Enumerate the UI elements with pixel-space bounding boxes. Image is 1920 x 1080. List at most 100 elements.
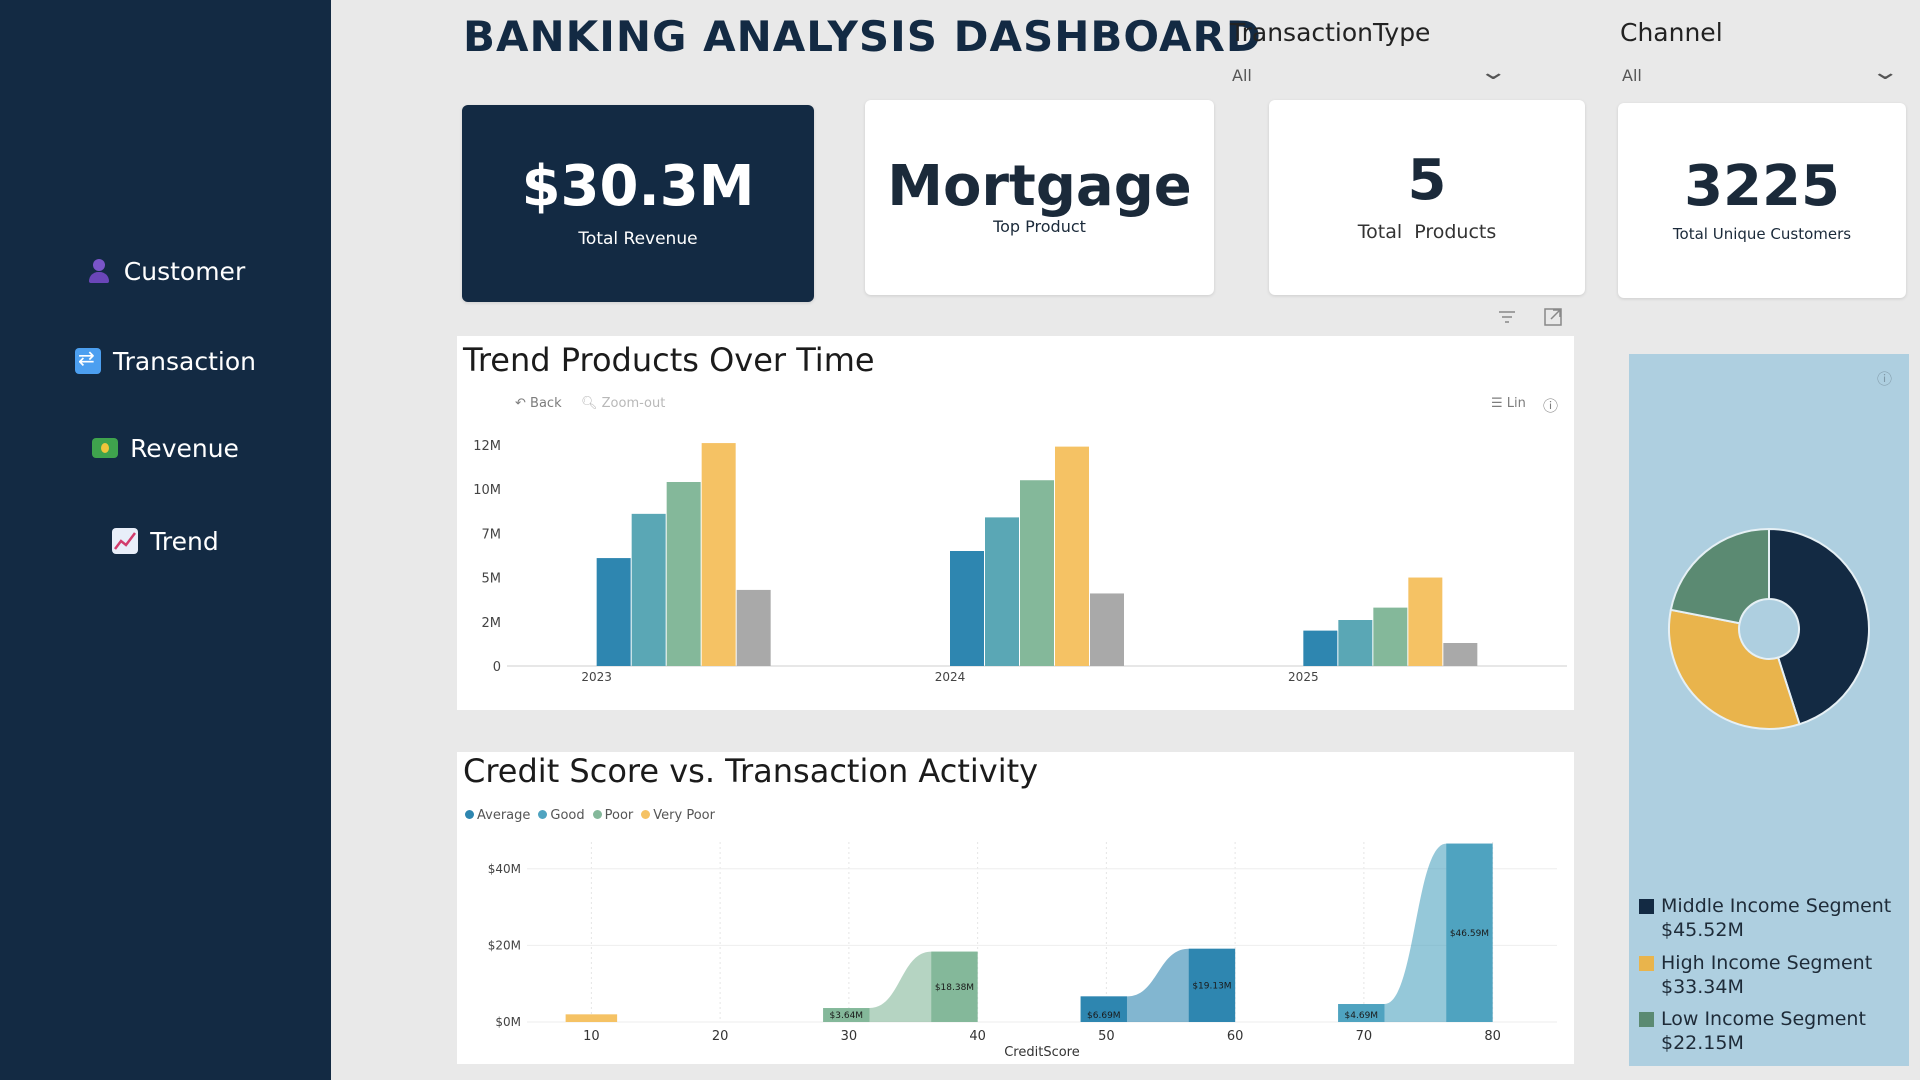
chevron-down-icon[interactable]: ⌄	[1478, 60, 1508, 85]
kpi-customers-label: Total Unique Customers	[1672, 224, 1852, 243]
legend-item: Poor	[592, 808, 633, 823]
nav-transaction[interactable]: Transaction	[0, 336, 331, 386]
data-label: $46.59M	[1450, 929, 1489, 939]
legend-name: Middle Income Segment	[1661, 895, 1892, 917]
nav-revenue[interactable]: Revenue	[0, 423, 331, 473]
bar	[1020, 480, 1054, 666]
nav-trend[interactable]: Trend	[0, 516, 331, 566]
kpi-revenue-label: Total Revenue	[578, 228, 698, 249]
y-tick-label: 12M	[473, 439, 501, 454]
x-tick-label: 70	[1356, 1029, 1373, 1044]
channel-slicer[interactable]: Channel All ⌄	[1620, 18, 1900, 88]
filter-icon[interactable]	[1489, 299, 1525, 335]
nav-customer[interactable]: Customer	[0, 246, 331, 296]
transaction-type-label: TransactionType	[1230, 18, 1431, 47]
help-icon[interactable]: ⓘ	[1877, 370, 1893, 388]
area-block-start	[1080, 996, 1127, 1022]
trend-products-panel: Trend Products Over Time ↶ Back 🔍︎ Zoom-…	[457, 336, 1574, 710]
bar	[736, 589, 771, 666]
legend-name: Low Income Segment	[1661, 1008, 1866, 1030]
legend-dot	[538, 810, 548, 819]
chevron-down-icon[interactable]: ⌄	[1870, 60, 1900, 85]
credit-score-chart: 10 20 30 40 50 60 70 80 $0M $20M $40M CreditScore $3…	[488, 842, 1557, 1060]
legend-value: $45.52M	[1661, 919, 1744, 941]
lin-label: Lin	[1506, 396, 1526, 411]
x-tick-label: 80	[1484, 1029, 1501, 1044]
legend-item: Very Poor	[641, 808, 715, 823]
channel-label: Channel	[1620, 18, 1723, 47]
kpi-total-products: 5 Total Products	[1269, 100, 1585, 295]
x-tick-label: 2025	[1288, 670, 1319, 684]
area-block-end	[1446, 843, 1493, 1022]
y-tick-label: 5M	[482, 572, 502, 587]
trend-products-chart: 0 2M 5M 7M 10M 12M 2023 2024 2025	[473, 439, 1567, 684]
y-tick-label: 2M	[482, 616, 502, 631]
bar	[1443, 643, 1478, 666]
transaction-type-slicer[interactable]: TransactionType All ⌄	[1230, 18, 1510, 88]
kpi-top-product-value: Mortgage	[887, 154, 1192, 219]
nav-customer-label: Customer	[123, 256, 246, 286]
back-button[interactable]: ↶ Back	[515, 396, 562, 411]
donut-slice	[1669, 527, 1770, 625]
y-tick-label: 10M	[473, 483, 501, 498]
kpi-products-label: Total Products	[1357, 220, 1497, 243]
legend-swatch	[1639, 1012, 1654, 1027]
legend-name: High Income Segment	[1661, 952, 1873, 974]
y-tick-label: $40M	[488, 862, 521, 876]
page-title: BANKING ANALYSIS DASHBOARD	[463, 12, 1262, 61]
data-label: $19.13M	[1192, 981, 1231, 991]
x-tick-label: 2024	[935, 670, 966, 684]
bar	[950, 551, 984, 666]
help-icon[interactable]: ⓘ	[1543, 397, 1559, 415]
donut-slice	[1768, 527, 1870, 726]
nav-transaction-label: Transaction	[112, 346, 257, 376]
legend-swatch	[1639, 899, 1654, 914]
legend-value: $33.34M	[1661, 976, 1744, 998]
lin-toggle[interactable]: ☰ Lin	[1491, 396, 1526, 411]
bar	[666, 482, 701, 666]
zoom-out-button[interactable]: 🔍︎ Zoom-out	[581, 396, 666, 411]
bar	[1338, 620, 1373, 666]
kpi-total-revenue: $30.3M Total Revenue	[462, 105, 814, 302]
bar	[701, 443, 736, 666]
bar	[596, 558, 631, 666]
credit-score-panel: Credit Score vs. Transaction Activity Av…	[457, 752, 1574, 1064]
x-tick-label: 10	[583, 1029, 600, 1044]
repeat-arrows-icon	[74, 346, 101, 374]
legend-item: Good	[538, 808, 585, 823]
legend-item: Average	[465, 808, 530, 823]
bar	[1303, 630, 1338, 666]
legend-swatch	[1639, 956, 1654, 971]
income-segments-panel: ⓘ Middle Income Segment $45.52M High Inc…	[1629, 354, 1909, 1066]
bar	[1373, 607, 1408, 666]
y-tick-label: $20M	[488, 938, 521, 952]
zoom-out-label: Zoom-out	[601, 396, 666, 411]
legend-dot	[641, 810, 651, 819]
legend-value: $22.15M	[1661, 1032, 1744, 1054]
kpi-revenue-value: $30.3M	[521, 153, 755, 219]
area-block-end	[931, 951, 978, 1022]
trend-panel-title: Trend Products Over Time	[463, 341, 875, 379]
data-label: $18.38M	[935, 983, 974, 993]
nav-trend-label: Trend	[150, 526, 219, 556]
sidebar-nav: Customer Transaction Revenue Trend	[0, 0, 331, 1080]
area-block-start	[1338, 1004, 1385, 1022]
bar	[631, 513, 666, 666]
kpi-top-product: Mortgage Top Product	[865, 100, 1214, 295]
kpi-unique-customers: 3225 Total Unique Customers	[1618, 103, 1906, 298]
money-banknote-icon	[92, 438, 119, 458]
income-segments-donut	[1668, 527, 1870, 730]
area-block-start	[823, 1008, 870, 1022]
y-tick-label: 7M	[482, 527, 502, 542]
bar	[1408, 577, 1443, 666]
bar	[985, 517, 1019, 666]
legend-dot	[592, 810, 602, 819]
credit-panel-title: Credit Score vs. Transaction Activity	[463, 752, 1039, 790]
focus-mode-icon[interactable]	[1535, 299, 1571, 335]
kpi-customers-value: 3225	[1684, 153, 1840, 219]
bust-in-silhouette-icon	[86, 258, 112, 284]
data-label: $3.64M	[830, 1011, 864, 1021]
x-tick-label: 60	[1227, 1029, 1244, 1044]
data-label: $6.69M	[1087, 1011, 1121, 1021]
y-tick-label: 0	[493, 660, 501, 675]
